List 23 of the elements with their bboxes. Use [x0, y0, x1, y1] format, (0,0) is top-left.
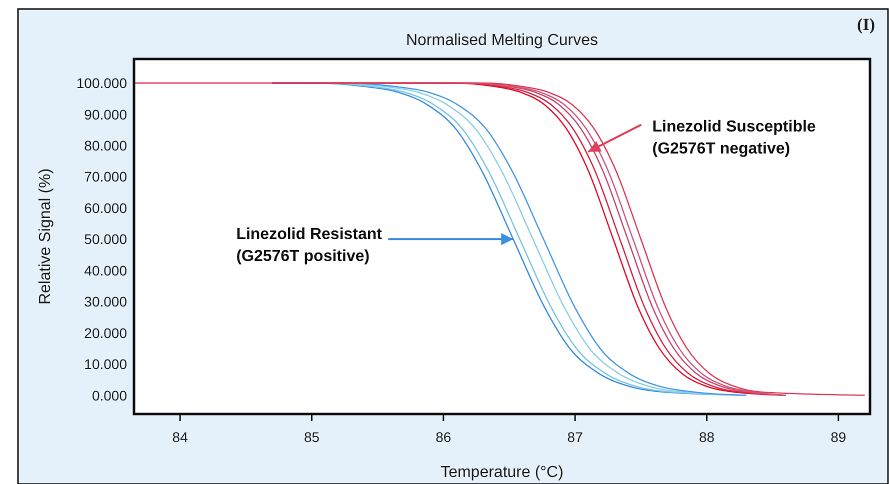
y-tick-label: 90.000 [84, 106, 128, 122]
y-tick-label: 100.000 [76, 75, 128, 92]
y-tick-label: 60.000 [84, 200, 128, 216]
y-tick-label: 10.000 [84, 356, 128, 372]
x-tick-label: 84 [172, 429, 188, 445]
chart-title: Normalised Melting Curves [406, 32, 598, 49]
x-tick-label: 86 [436, 429, 452, 445]
x-axis-title: Temperature (°C) [440, 464, 564, 481]
x-tick-label: 89 [830, 429, 846, 445]
y-tick-label: 0.000 [92, 387, 128, 404]
y-tick-label: 30.000 [84, 294, 128, 310]
annotation: Linezolid Resistant (G2576T positive) [236, 226, 383, 266]
y-axis-title: Relative Signal (%) [37, 168, 54, 305]
x-tick-label: 88 [698, 429, 715, 445]
y-tick-label: 80.000 [84, 137, 128, 154]
x-tick-label: 87 [567, 429, 584, 445]
annotation: Linezolid Susceptible (G2576T negative) [652, 118, 816, 158]
x-tick-label: 85 [304, 429, 320, 445]
y-tick-label: 50.000 [84, 231, 128, 248]
y-tick-label: 40.000 [84, 262, 128, 278]
text: (I) [857, 15, 875, 34]
y-tick-label: 70.000 [84, 168, 128, 185]
y-tick-label: 20.000 [84, 324, 128, 341]
